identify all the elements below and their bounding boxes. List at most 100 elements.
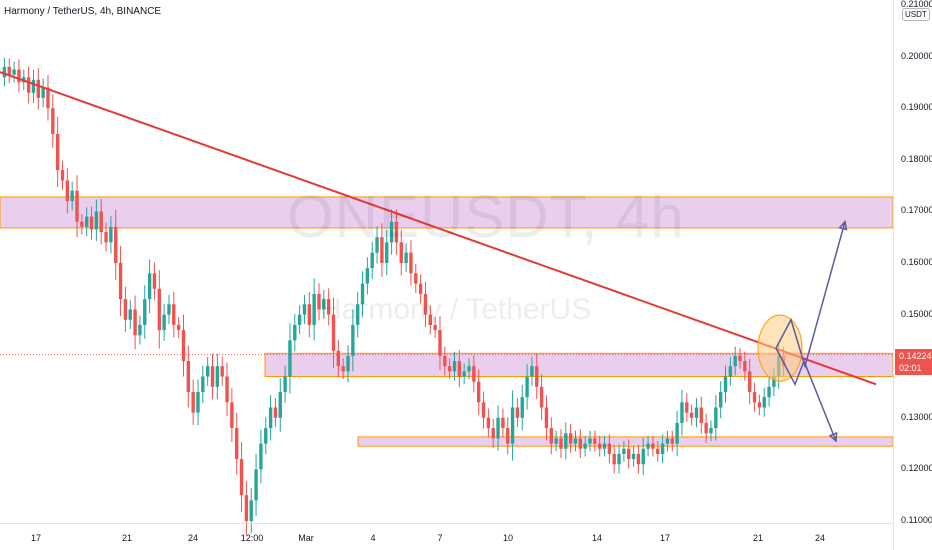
candle-body <box>573 438 578 444</box>
candle-body <box>646 443 650 449</box>
candle-body <box>675 422 679 444</box>
candle-body <box>728 366 733 377</box>
candle-body <box>336 350 341 367</box>
time-tick-label: 12:00 <box>240 533 264 543</box>
candle-body <box>380 237 384 263</box>
candle-body <box>26 77 31 93</box>
candle-body <box>389 221 394 243</box>
candle-body <box>288 340 292 377</box>
time-tick-label: 7 <box>437 533 443 543</box>
candle-body <box>496 417 500 439</box>
candle-body <box>80 221 84 227</box>
price-tick-label: 0.17000 <box>901 205 932 216</box>
candle-body <box>525 376 529 398</box>
candle-body <box>752 392 757 403</box>
time-axis-separator <box>0 523 893 524</box>
price-tick-label: 0.13000 <box>901 411 932 422</box>
candle-body <box>501 417 505 429</box>
candle-body <box>196 392 200 413</box>
candle-body <box>84 216 89 227</box>
candle-body <box>506 428 510 444</box>
candle-body <box>293 324 297 341</box>
candle-body <box>351 324 355 356</box>
candle-body <box>322 299 326 310</box>
candlestick-series <box>2 57 786 535</box>
candle-body <box>510 407 515 444</box>
candle-body <box>535 366 539 387</box>
candle-body <box>472 366 476 382</box>
candle-body <box>723 376 728 392</box>
candle-body <box>307 304 312 325</box>
candle-body <box>94 211 99 230</box>
candle-body <box>399 242 403 263</box>
price-tick-label: 0.18000 <box>901 153 932 164</box>
price-tick-label: 0.15000 <box>901 308 932 319</box>
candle-body <box>268 407 273 429</box>
candle-body <box>428 314 432 325</box>
candle-body <box>622 448 626 454</box>
candle-body <box>588 438 592 444</box>
candle-body <box>356 304 360 325</box>
candle-body <box>699 407 704 423</box>
candle-body <box>564 433 568 449</box>
candle-body <box>162 314 166 331</box>
arrow-down-head-icon <box>828 431 838 443</box>
candle-body <box>767 386 771 398</box>
candle-body <box>578 438 583 449</box>
candle-body <box>17 69 21 83</box>
candle-body <box>118 263 123 300</box>
candle-body <box>530 366 534 377</box>
candle-body <box>181 330 186 362</box>
candle-body <box>36 79 40 98</box>
price-zone[interactable] <box>357 436 894 447</box>
time-tick-label: 17 <box>659 533 671 543</box>
bearish-projection-path[interactable] <box>775 347 837 442</box>
price-zone[interactable] <box>0 196 894 229</box>
candle-body <box>559 438 563 449</box>
candle-body <box>438 330 442 356</box>
candle-body <box>612 453 616 465</box>
chart-symbol-title: Harmony / TetherUS, 4h, BINANCE <box>4 6 162 17</box>
candle-body <box>41 87 45 98</box>
candle-body <box>462 371 466 377</box>
candle-body <box>138 324 142 336</box>
candle-body <box>302 304 307 315</box>
candle-body <box>65 180 70 202</box>
supply-demand-zones <box>0 196 894 447</box>
candle-body <box>341 366 345 372</box>
candle-body <box>641 448 645 465</box>
price-tick-label: 0.21000 <box>901 0 932 9</box>
candle-body <box>602 443 607 449</box>
bullish-projection-path[interactable] <box>775 221 846 369</box>
candle-body <box>404 252 408 263</box>
candle-body <box>554 438 558 444</box>
candle-body <box>762 397 766 408</box>
candle-body <box>549 428 553 444</box>
candle-body <box>709 428 713 434</box>
candle-body <box>191 392 195 413</box>
candle-body <box>104 232 108 243</box>
candle-body <box>143 299 147 325</box>
candle-body <box>694 407 699 418</box>
candle-body <box>31 79 36 93</box>
candle-body <box>317 293 321 310</box>
candle-body <box>2 66 7 78</box>
descending-trendline[interactable] <box>0 71 877 386</box>
time-tick-label: Mar <box>298 533 314 543</box>
price-tick-label: 0.16000 <box>901 257 932 267</box>
candle-body <box>114 226 118 263</box>
last-price-tag: 0.14224 02:01 <box>895 349 932 375</box>
candle-body <box>109 226 113 243</box>
candle-body <box>152 273 157 289</box>
price-tick-label: 0.19000 <box>901 102 932 113</box>
candle-body <box>172 304 176 325</box>
candle-body <box>491 428 495 439</box>
candle-body <box>70 190 74 202</box>
candle-body <box>157 288 161 331</box>
unit-selector-button[interactable]: USDT <box>902 8 930 21</box>
candle-body <box>326 299 331 315</box>
breakout-highlight-circle[interactable] <box>757 314 803 382</box>
candle-body <box>244 495 249 521</box>
candle-body <box>457 361 462 377</box>
